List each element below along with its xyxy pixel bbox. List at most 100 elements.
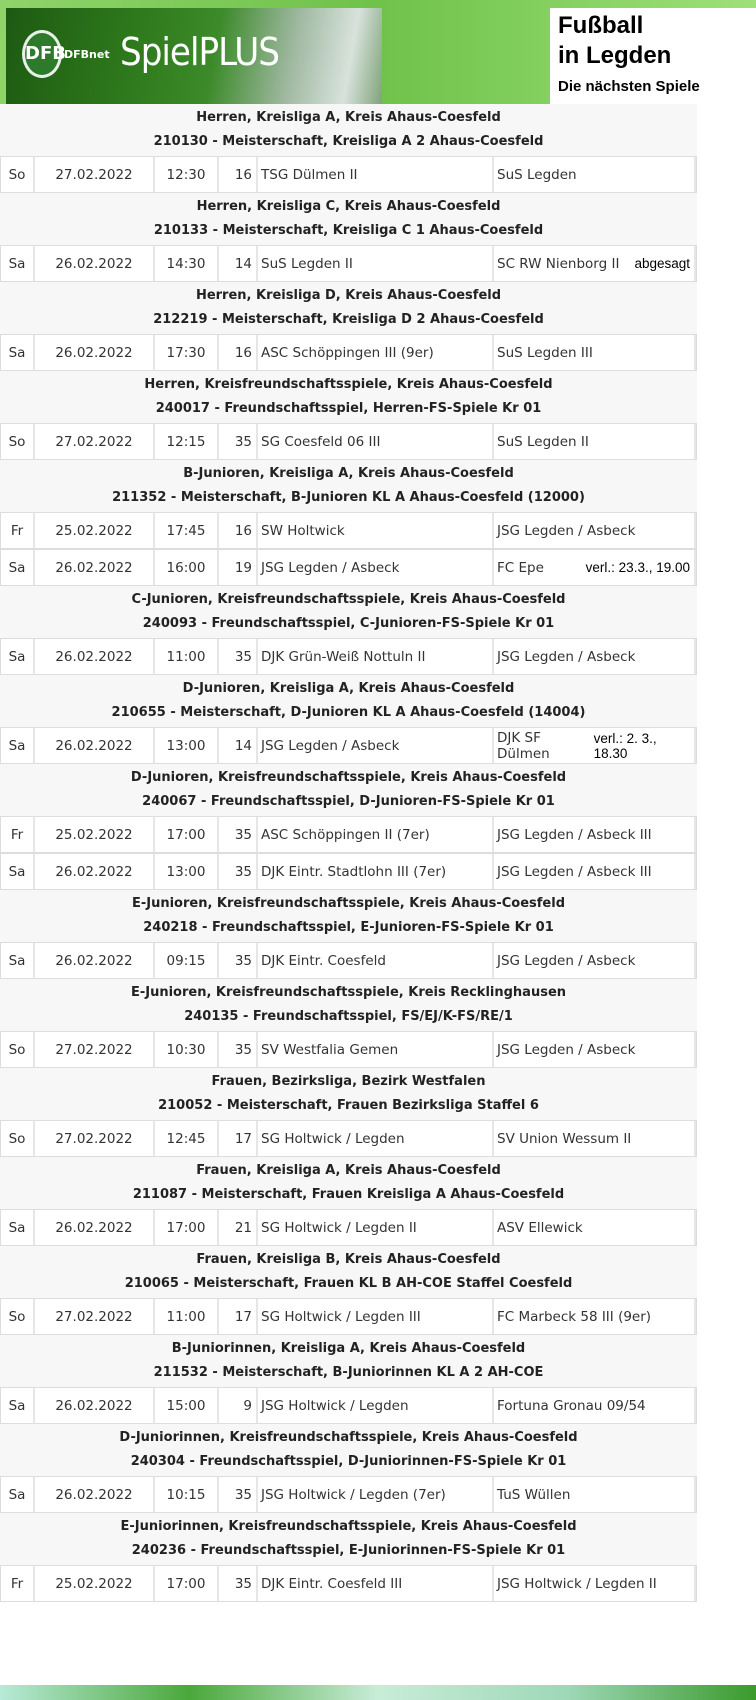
match-time: 17:45 <box>155 513 219 548</box>
home-team: SV Westfalia Gemen <box>258 1032 494 1067</box>
home-team: SG Holtwick / Legden III <box>258 1299 494 1334</box>
match-date: 26.02.2022 <box>35 1388 155 1423</box>
home-team: JSG Holtwick / Legden <box>258 1388 494 1423</box>
match-row[interactable]: Fr 25.02.2022 17:00 35 ASC Schöppingen II (7… <box>0 816 697 853</box>
match-time: 17:00 <box>155 817 219 852</box>
away-team: JSG Legden / Asbeck <box>497 1041 636 1058</box>
competition-header: Herren, Kreisliga A, Kreis Ahaus-Coesfel… <box>0 104 697 156</box>
match-time: 14:30 <box>155 246 219 281</box>
competition-league: 211352 - Meisterschaft, B-Junioren KL A … <box>112 490 585 505</box>
competition-header: B-Juniorinnen, Kreisliga A, Kreis Ahaus-… <box>0 1335 697 1387</box>
away-team-cell: JSG Legden / Asbeck <box>494 1032 696 1067</box>
away-team-cell: SuS Legden III <box>494 335 696 370</box>
away-team-cell: SuS Legden II <box>494 424 696 459</box>
match-day: Sa <box>1 550 35 585</box>
away-team: JSG Legden / Asbeck <box>497 952 636 969</box>
competition-header: Frauen, Bezirksliga, Bezirk Westfalen 210… <box>0 1068 697 1120</box>
match-date: 26.02.2022 <box>35 1210 155 1245</box>
match-row[interactable]: Fr 25.02.2022 17:00 35 DJK Eintr. Coesfeld I… <box>0 1565 697 1602</box>
away-team-cell: JSG Holtwick / Legden II <box>494 1566 696 1601</box>
match-row[interactable]: Sa 26.02.2022 10:15 35 JSG Holtwick / Legden… <box>0 1476 697 1513</box>
match-time: 09:15 <box>155 943 219 978</box>
away-team-cell: SC RW Nienborg II abgesagt <box>494 246 696 281</box>
match-time: 13:00 <box>155 728 219 763</box>
brand-name: DFBnet <box>64 48 110 61</box>
away-team-cell: SV Union Wessum II <box>494 1121 696 1156</box>
away-team: SuS Legden <box>497 166 577 183</box>
match-row[interactable]: So 27.02.2022 10:30 35 SV Westfalia Gemen JSG… <box>0 1031 697 1068</box>
match-date: 27.02.2022 <box>35 1121 155 1156</box>
competition-header: Frauen, Kreisliga A, Kreis Ahaus-Coesfel… <box>0 1157 697 1209</box>
match-date: 26.02.2022 <box>35 854 155 889</box>
match-day: Sa <box>1 1388 35 1423</box>
competition-header: E-Juniorinnen, Kreisfreundschaftsspiele,… <box>0 1513 697 1565</box>
competition-league: 212219 - Meisterschaft, Kreisliga D 2 Ah… <box>153 312 544 327</box>
match-field: 16 <box>219 335 258 370</box>
match-date: 26.02.2022 <box>35 1477 155 1512</box>
match-note: verl.: 23.3., 19.00 <box>585 560 690 575</box>
away-team: TuS Wüllen <box>497 1486 571 1503</box>
match-row[interactable]: So 27.02.2022 11:00 17 SG Holtwick / Legden … <box>0 1298 697 1335</box>
competition-header: C-Junioren, Kreisfreundschaftsspiele, Kr… <box>0 586 697 638</box>
competition-league: 240135 - Freundschaftsspiel, FS/EJ/K-FS/… <box>184 1009 513 1024</box>
home-team: DJK Eintr. Coesfeld III <box>258 1566 494 1601</box>
match-row[interactable]: Sa 26.02.2022 16:00 19 JSG Legden / Asbeck FC… <box>0 549 697 586</box>
competition-league: 211532 - Meisterschaft, B-Juniorinnen KL… <box>153 1365 544 1380</box>
away-team-cell: FC Marbeck 58 III (9er) <box>494 1299 696 1334</box>
home-team: DJK Grün-Weiß Nottuln II <box>258 639 494 674</box>
competition-name: Herren, Kreisliga C, Kreis Ahaus-Coesfel… <box>196 199 501 214</box>
away-team: JSG Holtwick / Legden II <box>497 1575 657 1592</box>
match-row[interactable]: Sa 26.02.2022 14:30 14 SuS Legden II SC RW Ni… <box>0 245 697 282</box>
away-team-cell: FC Epe verl.: 23.3., 19.00 <box>494 550 696 585</box>
match-note: abgesagt <box>634 256 690 271</box>
home-team: JSG Legden / Asbeck <box>258 728 494 763</box>
match-date: 26.02.2022 <box>35 335 155 370</box>
competition-name: C-Junioren, Kreisfreundschaftsspiele, Kr… <box>131 592 566 607</box>
match-row[interactable]: Sa 26.02.2022 13:00 35 DJK Eintr. Stadtlohn … <box>0 853 697 890</box>
match-time: 15:00 <box>155 1388 219 1423</box>
match-field: 9 <box>219 1388 258 1423</box>
match-date: 26.02.2022 <box>35 639 155 674</box>
match-row[interactable]: Fr 25.02.2022 17:45 16 SW Holtwick JSG Legden… <box>0 512 697 549</box>
match-date: 27.02.2022 <box>35 1032 155 1067</box>
competition-header: E-Junioren, Kreisfreundschaftsspiele, Kr… <box>0 890 697 942</box>
away-team-cell: SuS Legden <box>494 157 696 192</box>
home-team: DJK Eintr. Coesfeld <box>258 943 494 978</box>
away-team: Fortuna Gronau 09/54 <box>497 1397 646 1414</box>
competition-header: Frauen, Kreisliga B, Kreis Ahaus-Coesfel… <box>0 1246 697 1298</box>
away-team: FC Epe <box>497 559 544 576</box>
match-field: 35 <box>219 1032 258 1067</box>
match-row[interactable]: Sa 26.02.2022 17:30 16 ASC Schöppingen III (… <box>0 334 697 371</box>
competition-header: D-Junioren, Kreisliga A, Kreis Ahaus-Coe… <box>0 675 697 727</box>
competition-name: B-Juniorinnen, Kreisliga A, Kreis Ahaus-… <box>171 1341 526 1356</box>
away-team-cell: DJK SF Dülmen verl.: 2. 3., 18.30 <box>494 728 696 763</box>
away-team-cell: Fortuna Gronau 09/54 <box>494 1388 696 1423</box>
match-time: 12:30 <box>155 157 219 192</box>
match-day: So <box>1 157 35 192</box>
match-row[interactable]: So 27.02.2022 12:30 16 TSG Dülmen II SuS Legd… <box>0 156 697 193</box>
match-row[interactable]: Sa 26.02.2022 11:00 35 DJK Grün-Weiß Nottuln… <box>0 638 697 675</box>
match-field: 35 <box>219 424 258 459</box>
match-note: verl.: 2. 3., 18.30 <box>593 730 657 761</box>
away-team: SuS Legden II <box>497 433 589 450</box>
competition-header: Herren, Kreisliga D, Kreis Ahaus-Coesfel… <box>0 282 697 334</box>
match-row[interactable]: Sa 26.02.2022 15:00 9 JSG Holtwick / Legden F… <box>0 1387 697 1424</box>
away-team-cell: JSG Legden / Asbeck III <box>494 854 696 889</box>
match-day: Fr <box>1 817 35 852</box>
competition-name: D-Junioren, Kreisliga A, Kreis Ahaus-Coe… <box>182 681 515 696</box>
title-line-1: Fußball <box>558 12 644 39</box>
away-team-cell: JSG Legden / Asbeck <box>494 639 696 674</box>
match-list: Herren, Kreisliga A, Kreis Ahaus-Coesfel… <box>0 104 697 1602</box>
competition-header: E-Junioren, Kreisfreundschaftsspiele, Kr… <box>0 979 697 1031</box>
match-time: 17:00 <box>155 1566 219 1601</box>
match-time: 10:30 <box>155 1032 219 1067</box>
match-time: 16:00 <box>155 550 219 585</box>
match-row[interactable]: Sa 26.02.2022 09:15 35 DJK Eintr. Coesfeld JS… <box>0 942 697 979</box>
competition-league: 240236 - Freundschaftsspiel, E-Juniorinn… <box>131 1543 566 1558</box>
match-row[interactable]: Sa 26.02.2022 17:00 21 SG Holtwick / Legden … <box>0 1209 697 1246</box>
match-row[interactable]: So 27.02.2022 12:45 17 SG Holtwick / Legden S… <box>0 1120 697 1157</box>
home-team: TSG Dülmen II <box>258 157 494 192</box>
match-row[interactable]: So 27.02.2022 12:15 35 SG Coesfeld 06 III SuS… <box>0 423 697 460</box>
match-row[interactable]: Sa 26.02.2022 13:00 14 JSG Legden / Asbeck DJ… <box>0 727 697 764</box>
home-team: SG Holtwick / Legden <box>258 1121 494 1156</box>
